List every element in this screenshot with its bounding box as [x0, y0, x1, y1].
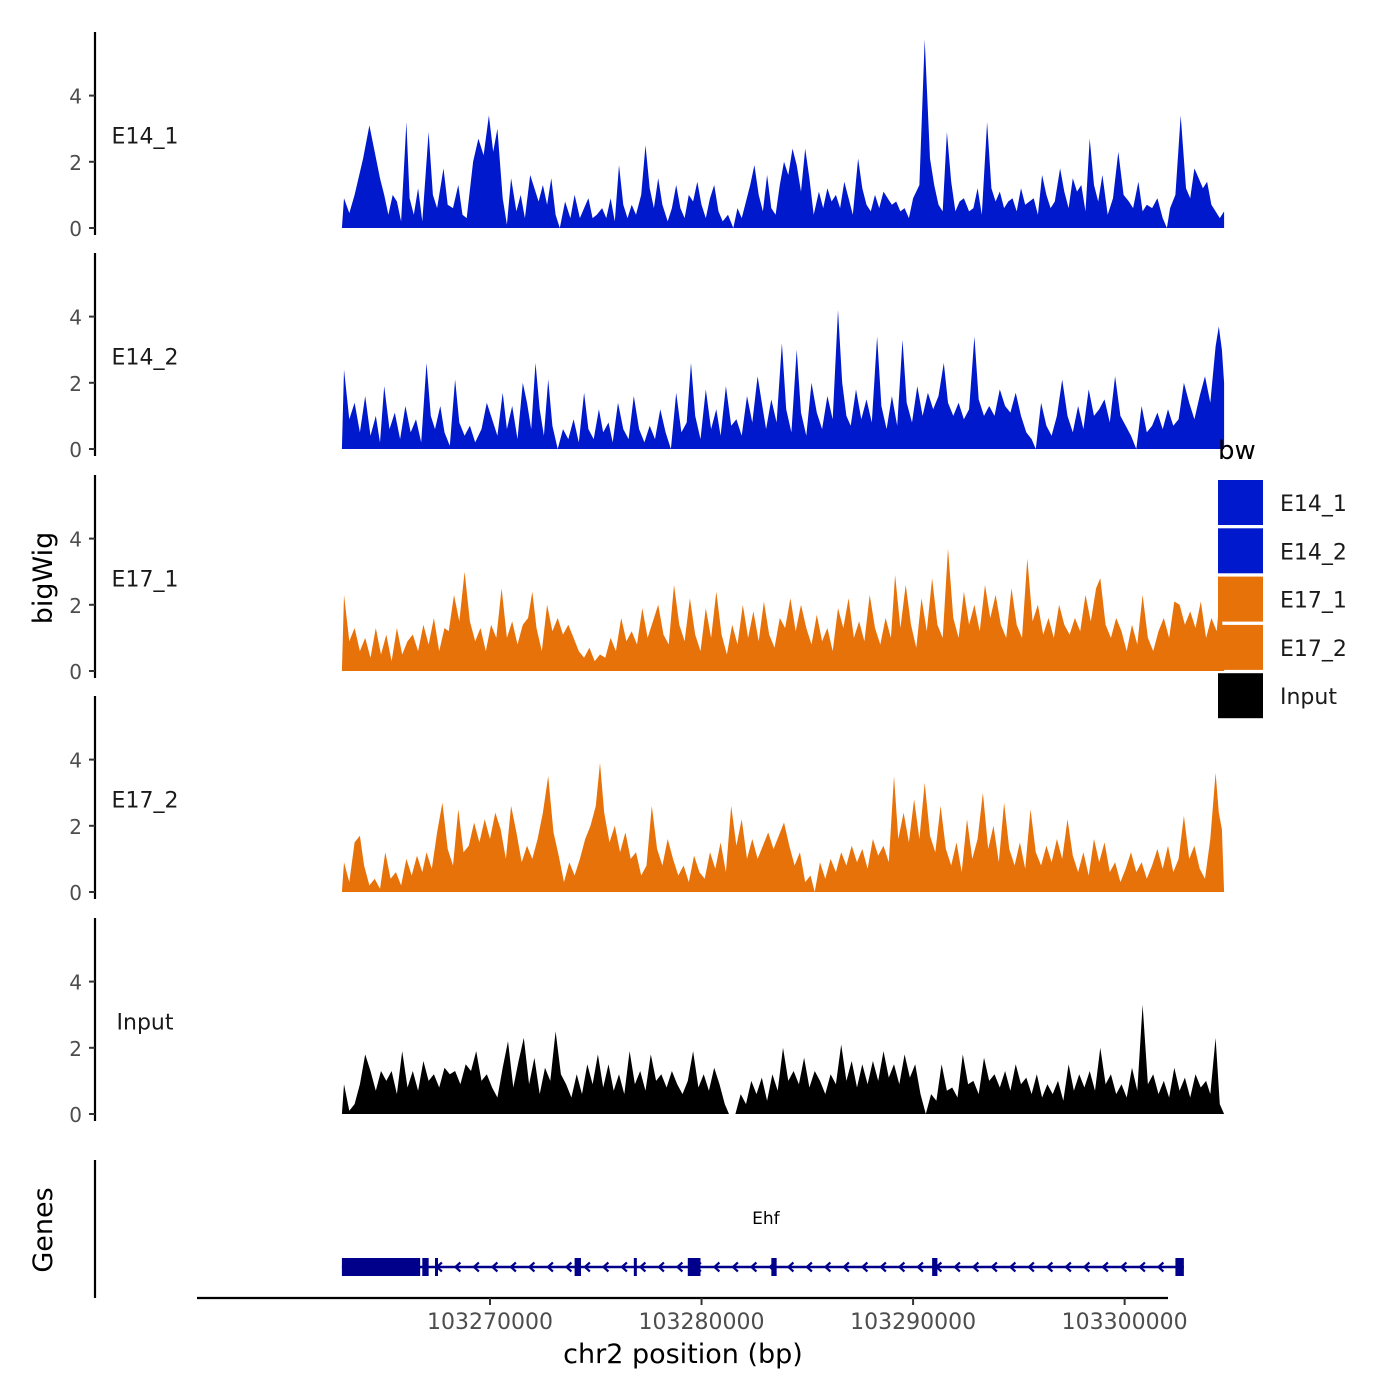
y-tick-label: 0: [69, 1103, 82, 1127]
legend-label: Input: [1280, 685, 1337, 710]
strand-arrow: [1156, 1261, 1165, 1273]
coverage-area-E14_1: [341, 39, 1225, 228]
strand-arrow: [805, 1261, 813, 1273]
y-tick-label: 4: [69, 306, 82, 330]
y-tick-label: 0: [69, 438, 82, 462]
legend-swatch-Input: [1218, 673, 1263, 719]
strand-arrow: [712, 1261, 721, 1273]
strand-arrow: [1045, 1261, 1054, 1273]
x-tick-label: 103270000: [427, 1310, 553, 1335]
gene-exon: [633, 1258, 637, 1276]
gene-exon: [434, 1258, 438, 1276]
strand-arrow: [971, 1261, 980, 1273]
strand-arrow: [953, 1261, 961, 1273]
x-tick-label: 103280000: [639, 1310, 765, 1335]
track-label: E14_2: [112, 345, 179, 370]
y-tick-label: 4: [69, 85, 82, 109]
track-E14_1: 0 2 4 E14_1: [69, 32, 1225, 241]
strand-arrow: [786, 1261, 795, 1273]
gene-exon: [574, 1258, 581, 1276]
y-tick-label: 2: [69, 815, 82, 839]
gene-track: Ehf: [93, 1160, 1184, 1298]
gene-name-label: Ehf: [752, 1209, 781, 1229]
strand-arrow: [527, 1261, 536, 1273]
legend-label: E17_1: [1280, 589, 1347, 614]
x-axis: 103270000 103280000 103290000 103300000: [197, 1296, 1188, 1335]
legend-label: E17_2: [1280, 637, 1347, 662]
gene-exon: [1175, 1258, 1184, 1276]
track-E17_1: 0 2 4 E17_1: [69, 475, 1225, 684]
strand-arrow: [1082, 1261, 1091, 1273]
strand-arrow: [1101, 1261, 1109, 1273]
strand-arrow: [1138, 1261, 1146, 1273]
strand-arrow: [1027, 1261, 1035, 1273]
y-tick-label: 0: [69, 881, 82, 905]
y-axis-title: bigWig: [28, 532, 59, 625]
legend-label: E14_1: [1280, 492, 1347, 517]
strand-arrow: [842, 1261, 850, 1273]
track-E17_2: 0 2 4 E17_2: [69, 696, 1225, 905]
gene-exon: [422, 1258, 429, 1276]
x-tick-label: 103290000: [850, 1310, 976, 1335]
track-E14_2: 0 2 4 E14_2: [69, 253, 1225, 462]
x-axis-title: chr2 position (bp): [563, 1339, 803, 1370]
strand-arrow: [916, 1261, 924, 1273]
strand-arrow: [601, 1261, 610, 1273]
coverage-area-E17_1: [341, 548, 1225, 671]
strand-arrow: [657, 1261, 665, 1273]
strand-arrow: [546, 1261, 554, 1273]
track-label: Input: [117, 1010, 174, 1035]
strand-arrow: [453, 1261, 462, 1273]
y-tick-label: 4: [69, 528, 82, 552]
y-tick-label: 2: [69, 372, 82, 396]
coverage-area-E14_2: [341, 310, 1225, 449]
legend: bw E14_1 E14_2 E17_1 E17_2 Input: [1218, 436, 1347, 719]
strand-arrow: [638, 1261, 647, 1273]
strand-arrow: [490, 1261, 499, 1273]
strand-arrow: [583, 1261, 591, 1273]
track-label: E14_1: [112, 124, 179, 149]
legend-swatch-E17_2: [1218, 624, 1263, 670]
strand-arrow: [1008, 1261, 1017, 1273]
track-label: E17_2: [112, 788, 179, 813]
strand-arrow: [509, 1261, 517, 1273]
y-tick-label: 2: [69, 151, 82, 175]
gene-exon: [687, 1258, 701, 1276]
legend-label: E14_2: [1280, 540, 1347, 565]
gene-exon: [932, 1258, 938, 1276]
y-tick-label: 0: [69, 217, 82, 241]
strand-arrow: [731, 1261, 739, 1273]
strand-arrow: [749, 1261, 758, 1273]
strand-arrow: [1119, 1261, 1128, 1273]
strand-arrow: [675, 1261, 684, 1273]
gene-exon: [771, 1258, 777, 1276]
strand-arrow: [879, 1261, 887, 1273]
legend-title: bw: [1218, 436, 1256, 466]
gene-exon: [341, 1258, 421, 1276]
y-tick-label: 4: [69, 749, 82, 773]
strand-arrow: [990, 1261, 998, 1273]
y-tick-label: 2: [69, 1037, 82, 1061]
bigwig-tracks: 0 2 4 E14_1 0 2 4 E14_2 0 2 4 E17_1 0 2 4 E17_2 0 2 4 Input: [69, 32, 1225, 1127]
genes-axis-title: Genes: [28, 1187, 59, 1272]
strand-arrow: [897, 1261, 906, 1273]
strand-arrow: [823, 1261, 832, 1273]
strand-arrow: [860, 1261, 869, 1273]
strand-arrow: [472, 1261, 480, 1273]
y-tick-label: 0: [69, 660, 82, 684]
y-tick-label: 2: [69, 594, 82, 618]
x-tick-label: 103300000: [1062, 1310, 1188, 1335]
strand-arrow: [564, 1261, 573, 1273]
track-label: E17_1: [112, 567, 179, 592]
strand-arrow: [620, 1261, 628, 1273]
strand-arrow: [1064, 1261, 1072, 1273]
y-tick-label: 4: [69, 971, 82, 995]
legend-swatch-E14_2: [1218, 528, 1263, 574]
coverage-area-Input: [341, 1004, 1225, 1114]
legend-swatch-E17_1: [1218, 576, 1263, 622]
track-Input: 0 2 4 Input: [69, 918, 1225, 1127]
legend-swatch-E14_1: [1218, 480, 1263, 525]
coverage-area-E17_2: [341, 762, 1225, 892]
